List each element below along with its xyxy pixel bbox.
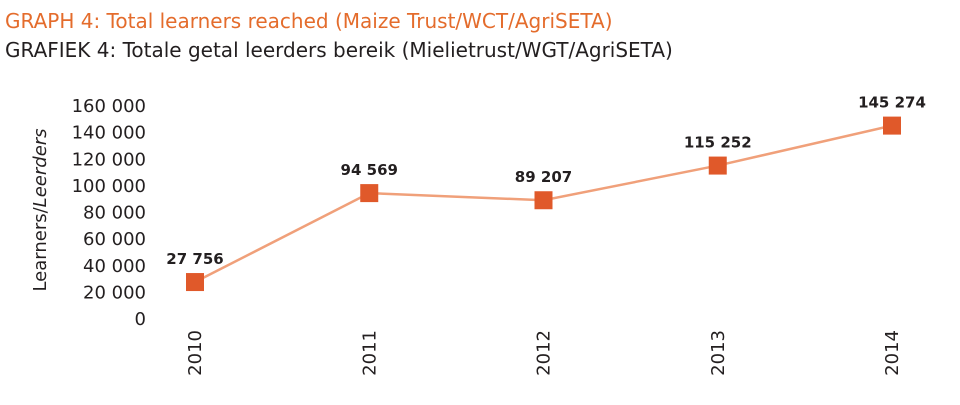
x-tick-label: 2012 [534,330,555,376]
data-point-marker [708,156,727,175]
x-tick-label: 2013 [708,330,729,376]
chart-title-english: GRAPH 4: Total learners reached (Maize T… [5,9,613,33]
x-tick-label: 2014 [882,330,903,376]
y-axis-tick-labels: 0 20 000 40 000 60 000 80 000 100 000 120 000 1… [72,96,146,330]
y-tick-label: 140 000 [72,123,146,144]
data-label: 27 756 [166,250,223,268]
chart-title-afrikaans: GRAFIEK 4: Totale getal leerders bereik … [5,38,673,62]
y-axis-title: Learners/Leerders [30,128,51,291]
y-tick-label: 160 000 [72,96,146,117]
y-tick-label: 0 [135,309,146,330]
x-tick-label: 2011 [359,330,380,376]
data-label: 89 207 [515,168,572,186]
y-tick-label: 80 000 [83,203,146,224]
x-tick-label: 2010 [185,330,206,376]
y-tick-label: 60 000 [83,229,146,250]
data-label: 145 274 [858,94,926,112]
plot-area: 27 756 94 569 89 207 115 252 145 274 [166,94,926,292]
y-tick-label: 120 000 [72,149,146,170]
x-axis-tick-labels: 2010 2011 2012 2013 2014 [185,330,903,376]
data-point-marker [883,116,901,135]
y-axis-title-english: Learners/ [30,206,51,291]
data-point-marker [186,273,204,292]
data-label: 94 569 [341,161,398,179]
data-point-marker [360,184,379,203]
data-point-marker [534,191,553,210]
y-tick-label: 20 000 [83,282,146,303]
y-axis-title-afrikaans: Leerders [30,128,51,207]
y-tick-label: 100 000 [72,176,146,197]
y-tick-label: 40 000 [83,256,146,277]
data-label: 115 252 [684,134,752,152]
